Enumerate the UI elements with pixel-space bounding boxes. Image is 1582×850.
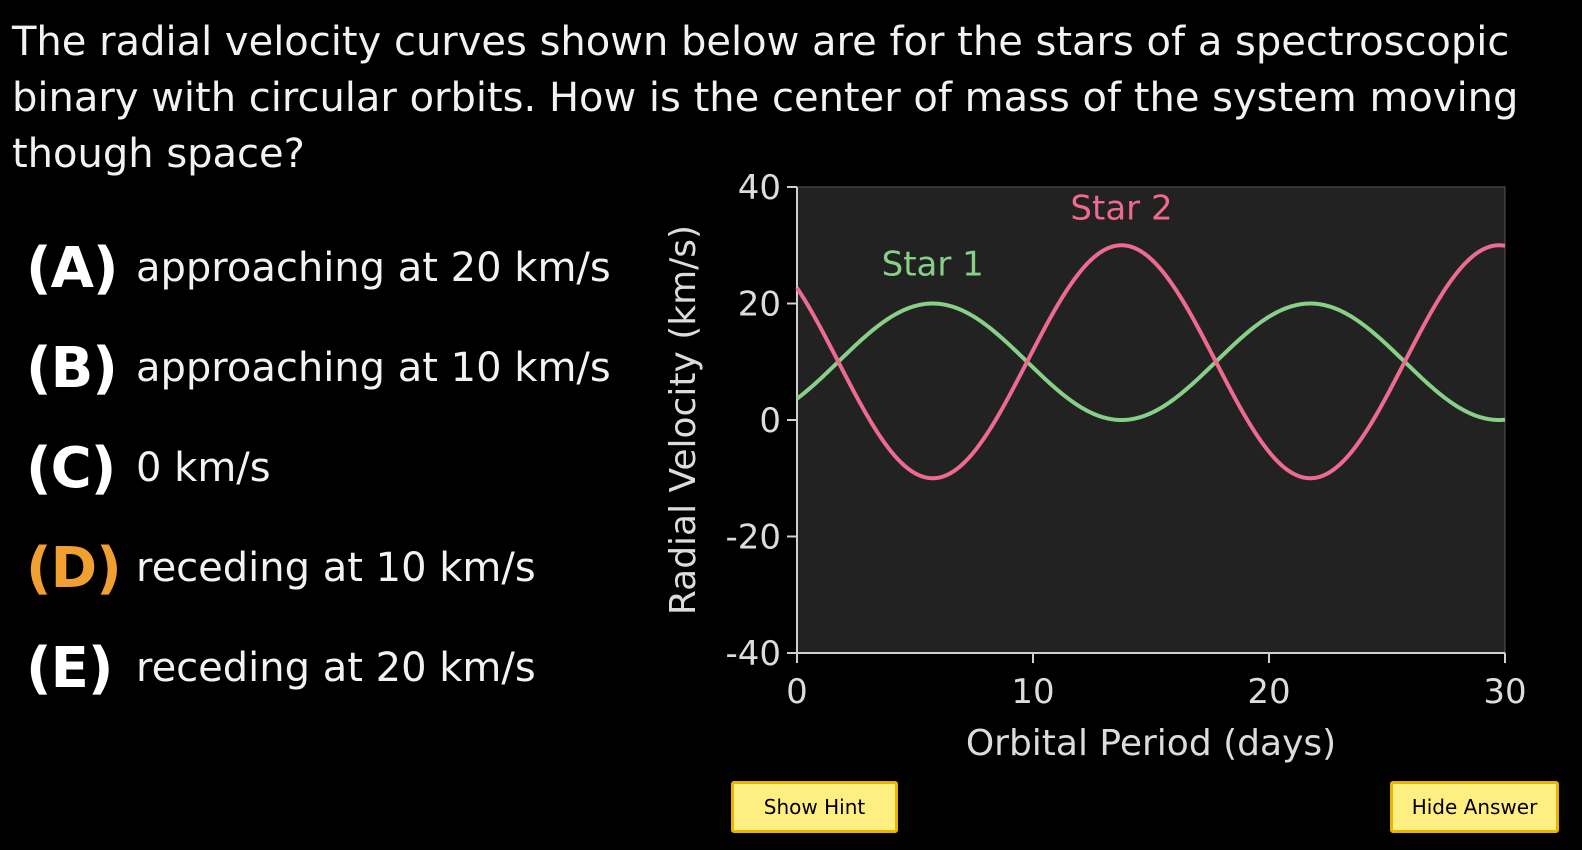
y-tick-label: -20 xyxy=(725,518,781,558)
choice-letter: (E) xyxy=(26,635,113,701)
choice-b[interactable]: (B) approaching at 10 km/s xyxy=(26,328,611,408)
choice-text: approaching at 10 km/s xyxy=(136,345,611,391)
choice-letter: (D) xyxy=(26,535,122,601)
x-tick-label: 30 xyxy=(1483,672,1526,712)
y-axis-label: Radial Velocity (km/s) xyxy=(663,225,704,615)
question-text: The radial velocity curves shown below a… xyxy=(12,19,1519,177)
x-tick-label: 10 xyxy=(1011,672,1054,712)
star-2-label: Star 2 xyxy=(1070,188,1172,228)
star-1-label: Star 1 xyxy=(882,245,984,285)
choice-letter: (A) xyxy=(26,235,119,301)
choice-text: receding at 10 km/s xyxy=(136,545,536,591)
x-tick-label: 0 xyxy=(786,672,808,712)
y-tick-label: -40 xyxy=(725,634,781,674)
choice-e[interactable]: (E) receding at 20 km/s xyxy=(26,628,536,708)
choice-letter: (C) xyxy=(26,435,116,501)
choice-letter: (B) xyxy=(26,335,118,401)
choice-c[interactable]: (C) 0 km/s xyxy=(26,428,271,508)
choice-text: approaching at 20 km/s xyxy=(136,245,611,291)
y-tick-label: 0 xyxy=(759,401,781,441)
y-tick-label: 20 xyxy=(738,285,781,325)
choice-d[interactable]: (D) receding at 10 km/s xyxy=(26,528,536,608)
star-2-line xyxy=(795,243,1506,481)
x-axis-label: Orbital Period (days) xyxy=(966,723,1336,764)
choice-text: receding at 20 km/s xyxy=(136,645,536,691)
x-tick-label: 20 xyxy=(1247,672,1290,712)
star-1-line xyxy=(795,301,1506,422)
choice-text: 0 km/s xyxy=(136,445,271,491)
hide-answer-button[interactable]: Hide Answer xyxy=(1390,781,1559,833)
show-hint-button[interactable]: Show Hint xyxy=(731,781,898,833)
choice-a[interactable]: (A) approaching at 20 km/s xyxy=(26,228,611,308)
plot-area xyxy=(796,186,1506,654)
